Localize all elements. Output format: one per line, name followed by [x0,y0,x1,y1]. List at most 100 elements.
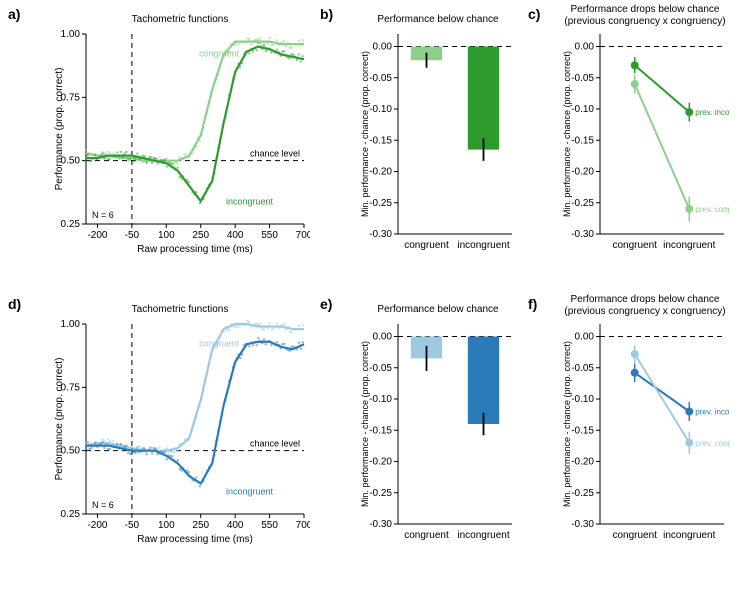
svg-text:250: 250 [192,230,209,241]
svg-text:Min. performance - chance (pro: Min. performance - chance (prop. correct… [562,51,572,217]
svg-text:Min. performance - chance (pro: Min. performance - chance (prop. correct… [562,341,572,507]
svg-text:250: 250 [192,520,209,531]
svg-text:incongruent: incongruent [663,240,715,251]
svg-text:-0.30: -0.30 [571,229,594,240]
panel-label-c: c) [528,6,540,22]
svg-text:-200: -200 [87,230,107,241]
svg-text:incongruent: incongruent [457,530,509,541]
svg-text:congruent: congruent [199,338,240,348]
figure-root: a) b) c) d) e) f) Tachometric functions … [0,0,738,589]
svg-text:incongruent: incongruent [457,240,509,251]
svg-text:-0.15: -0.15 [571,425,594,436]
panel-c-title1: Performance drops below chance [560,4,730,15]
panel-f-title2: (previous congruency x congruency) [560,306,730,317]
panel-d-title: Tachometric functions [50,304,310,315]
svg-text:100: 100 [158,230,175,241]
svg-text:-0.25: -0.25 [369,488,392,499]
svg-text:-0.15: -0.15 [369,425,392,436]
svg-text:Performance (prop. correct): Performance (prop. correct) [54,68,65,191]
svg-text:0.00: 0.00 [575,332,595,343]
panel-label-e: e) [320,296,332,312]
svg-text:0.25: 0.25 [61,219,81,230]
svg-text:400: 400 [227,230,244,241]
panel-a-title: Tachometric functions [50,14,310,25]
tachometric-chart-top: 0.250.500.751.00-200-50100250400550700Ra… [50,28,310,258]
svg-text:incongruent: incongruent [226,196,274,206]
svg-text:congruent: congruent [612,240,657,251]
panel-e: Performance below chance 0.00-0.05-0.10-… [358,318,518,548]
svg-text:0.00: 0.00 [373,332,393,343]
svg-text:-0.10: -0.10 [369,394,392,405]
svg-text:-0.30: -0.30 [571,519,594,530]
bars-chart-top: 0.00 -0.05 -0.10 -0.15 -0.20 -0.25 -0.30 congru… [358,28,518,258]
svg-text:-50: -50 [125,230,140,241]
svg-text:incongruent: incongruent [663,530,715,541]
panel-b: Performance below chance 0.00-0.05-0.10-… [358,28,518,258]
svg-text:congruent: congruent [199,48,240,58]
panel-c: Performance drops below chance (previous… [560,28,730,258]
svg-text:-0.30: -0.30 [369,229,392,240]
svg-text:N = 6: N = 6 [92,210,114,220]
svg-text:-0.15: -0.15 [571,135,594,146]
svg-text:-0.05: -0.05 [571,73,594,84]
svg-text:-50: -50 [125,520,140,531]
svg-text:1.00: 1.00 [61,29,81,40]
panel-label-a: a) [8,6,20,22]
panel-b-title: Performance below chance [358,14,518,25]
svg-text:-0.20: -0.20 [571,457,594,468]
svg-text:Raw processing time (ms): Raw processing time (ms) [137,534,253,545]
panel-label-f: f) [528,296,537,312]
svg-text:-0.10: -0.10 [571,104,594,115]
panel-label-d: d) [8,296,21,312]
svg-text:0.00: 0.00 [373,42,393,53]
svg-text:Raw processing time (ms): Raw processing time (ms) [137,244,253,255]
svg-text:0.25: 0.25 [61,509,81,520]
svg-text:-0.25: -0.25 [571,198,594,209]
svg-text:incongruent: incongruent [226,486,274,496]
svg-text:Min. performance - chance (pro: Min. performance - chance (prop. correct… [360,51,370,217]
panel-d: Tachometric functions 0.250.500.751.00-2… [50,318,310,548]
svg-text:Min. performance - chance (pro: Min. performance - chance (prop. correct… [360,341,370,507]
svg-text:prev. cong.: prev. cong. [695,439,730,448]
panel-c-title2: (previous congruency x congruency) [560,16,730,27]
svg-text:100: 100 [158,520,175,531]
svg-text:-0.20: -0.20 [369,457,392,468]
svg-text:-0.05: -0.05 [369,363,392,374]
interaction-chart-top: 0.00 -0.05 -0.10 -0.15 -0.20 -0.25 -0.30 prev. … [560,28,730,258]
svg-text:chance level: chance level [250,439,300,449]
svg-text:550: 550 [261,230,278,241]
svg-text:-0.20: -0.20 [571,167,594,178]
svg-text:0.00: 0.00 [575,42,595,53]
svg-text:700: 700 [296,520,310,531]
panel-e-title: Performance below chance [358,304,518,315]
svg-text:700: 700 [296,230,310,241]
svg-text:550: 550 [261,520,278,531]
panel-f-title1: Performance drops below chance [560,294,730,305]
svg-text:1.00: 1.00 [61,319,81,330]
svg-text:-0.10: -0.10 [369,104,392,115]
svg-text:400: 400 [227,520,244,531]
svg-text:Performance (prop. correct): Performance (prop. correct) [54,358,65,481]
svg-text:prev. incong.: prev. incong. [695,108,730,117]
svg-text:-0.10: -0.10 [571,394,594,405]
bars-chart-bottom: 0.00 -0.05 -0.10 -0.15 -0.20 -0.25 -0.30 congru… [358,318,518,548]
svg-text:congruent: congruent [404,240,449,251]
svg-text:-0.30: -0.30 [369,519,392,530]
svg-text:-200: -200 [87,520,107,531]
svg-text:-0.25: -0.25 [571,488,594,499]
svg-text:congruent: congruent [404,530,449,541]
svg-text:-0.20: -0.20 [369,167,392,178]
svg-text:prev. incong.: prev. incong. [695,408,730,417]
panel-f: Performance drops below chance (previous… [560,318,730,548]
svg-text:congruent: congruent [612,530,657,541]
svg-text:-0.25: -0.25 [369,198,392,209]
svg-text:prev. cong.: prev. cong. [695,205,730,214]
interaction-chart-bottom: 0.00 -0.05 -0.10 -0.15 -0.20 -0.25 -0.30 prev. … [560,318,730,548]
svg-text:N = 6: N = 6 [92,500,114,510]
panel-a: Tachometric functions 0.250.500.751.00-2… [50,28,310,258]
svg-text:-0.05: -0.05 [369,73,392,84]
svg-text:-0.15: -0.15 [369,135,392,146]
svg-text:-0.05: -0.05 [571,363,594,374]
tachometric-chart-bottom: 0.250.500.751.00-200-50100250400550700Ra… [50,318,310,548]
svg-text:chance level: chance level [250,149,300,159]
